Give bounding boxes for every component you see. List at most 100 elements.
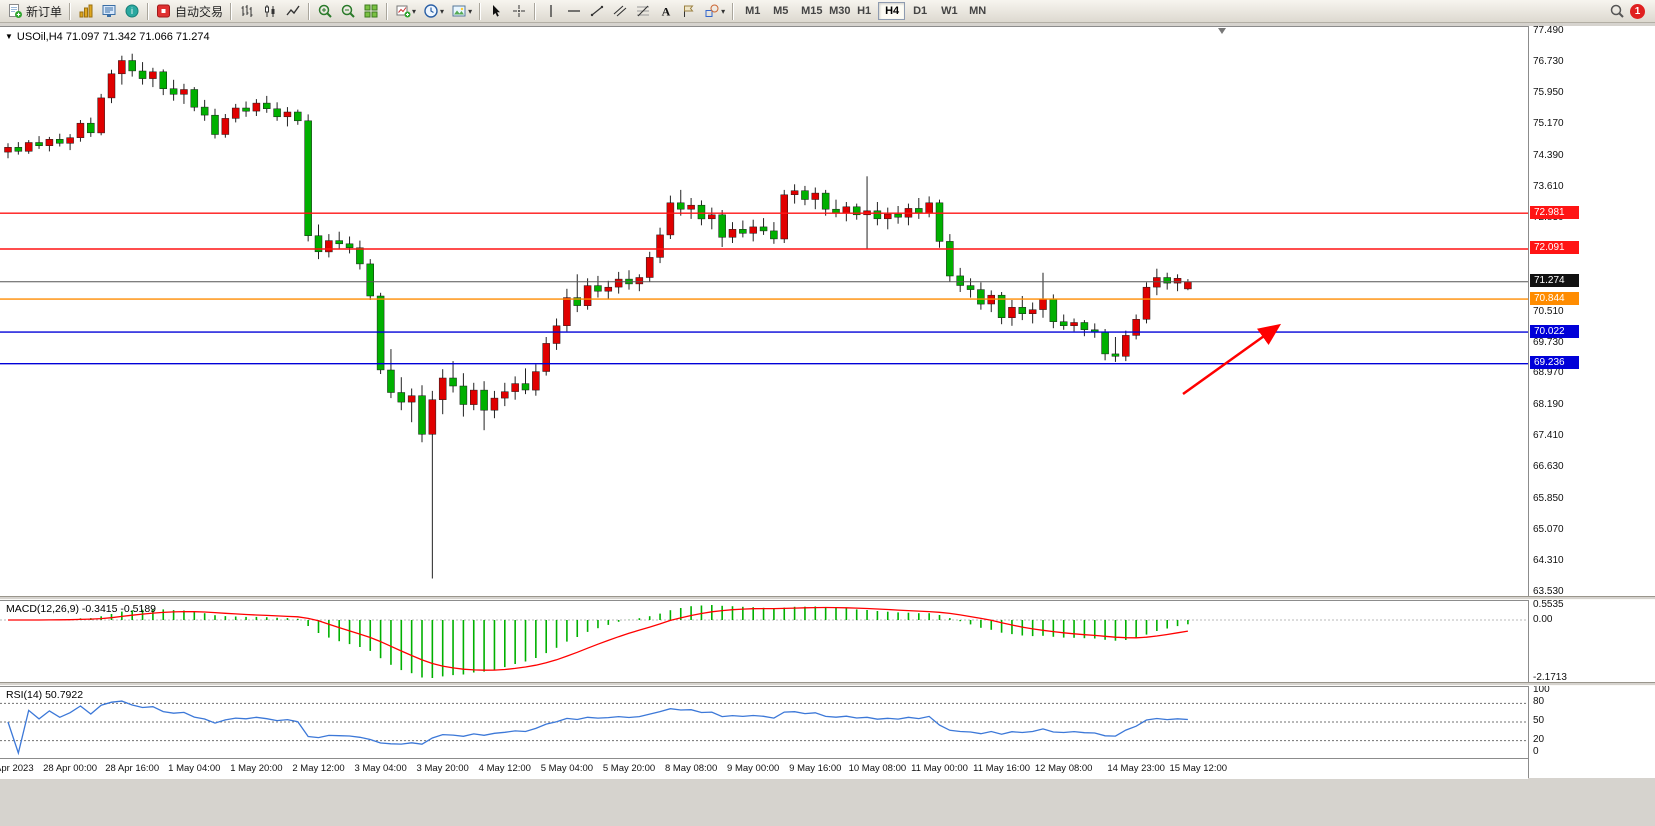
price-axis-tick: 75.170 [1533,118,1564,130]
data-window-button[interactable]: i [121,1,143,21]
toolbar-separator [386,2,389,20]
price-axis-tick: 73.610 [1533,180,1564,192]
line-chart-icon [285,3,301,19]
rsi-chart[interactable] [0,687,1528,758]
fibonacci-icon [635,3,651,19]
price-axis-tick: 64.310 [1533,554,1564,566]
candlestick-chart[interactable] [0,27,1528,597]
toolbar-group-drawing: A ▾ [540,1,728,21]
toolbar-group-windows: i [75,1,143,21]
market-watch-button[interactable] [98,1,120,21]
toolbar-group-timeframes: M1 M5 M15 M30 H1 H4 D1 W1 MN [738,2,989,20]
time-axis[interactable]: 27 Apr 2023 28 Apr 00:00 28 Apr 16:00 1 May… [0,758,1528,779]
rsi-panel[interactable]: RSI(14) 50.7922 [0,686,1528,758]
toolbar-group-cursor [485,1,530,21]
main-chart-panel[interactable]: ▼ USOil,H4 71.097 71.342 71.066 71.274 [0,26,1528,597]
timeframe-W1-button[interactable]: W1 [934,2,961,20]
timeframe-M5-button[interactable]: M5 [766,2,793,20]
panel-divider[interactable] [0,682,1655,686]
current-price-badge: 71.274 [1530,274,1579,288]
toolbar-separator [147,2,150,20]
cursor-button[interactable] [485,1,507,21]
level-price-badge: 69.236 [1530,356,1579,370]
timeframe-H4-button[interactable]: H4 [878,2,906,20]
fibonacci-button[interactable] [632,1,654,21]
zoom-in-button[interactable] [314,1,336,21]
macd-chart[interactable] [0,601,1528,683]
price-axis-tick: 75.950 [1533,86,1564,98]
channel-button[interactable] [609,1,631,21]
timeframe-M30-button[interactable]: M30 [822,2,850,20]
symbol-collapse-icon[interactable]: ▼ [5,32,13,41]
time-axis-label: 2 May 12:00 [292,763,345,774]
symbol-info: ▼ USOil,H4 71.097 71.342 71.066 71.274 [5,31,210,43]
price-axis-tick: 65.850 [1533,492,1564,504]
horizontal-line-button[interactable] [563,1,585,21]
price-axis-tick: 63.530 [1533,586,1564,597]
vertical-line-button[interactable] [540,1,562,21]
zoom-in-icon [317,3,333,19]
timeframe-D1-button[interactable]: D1 [906,2,933,20]
periods-button[interactable]: ▾ [420,1,447,21]
time-axis-label: 27 Apr 2023 [0,763,34,774]
tile-windows-button[interactable] [360,1,382,21]
rsi-label: RSI(14) 50.7922 [6,689,84,701]
bar-chart-button[interactable] [236,1,258,21]
time-axis-label: 28 Apr 00:00 [43,763,98,774]
timeframe-H1-button[interactable]: H1 [850,2,877,20]
text-button[interactable]: A [655,1,677,21]
time-axis-label: 12 May 08:00 [1034,763,1093,774]
macd-axis-tick: 0.5535 [1533,599,1564,610]
chart-profile-button[interactable] [75,1,97,21]
search-button[interactable] [1606,1,1628,21]
horizontal-line-icon [566,3,582,19]
macd-axis-tick: -2.1713 [1533,672,1567,683]
crosshair-button[interactable] [508,1,530,21]
new-order-button[interactable]: 新订单 [4,1,65,21]
toolbar-separator [230,2,233,20]
cursor-icon [488,3,504,19]
time-axis-label: 1 May 20:00 [230,763,283,774]
candlestick-button[interactable] [259,1,281,21]
price-axis-tick: 74.390 [1533,149,1564,161]
rsi-axis-tick: 20 [1533,733,1545,745]
chart-shift-marker [1218,28,1226,34]
price-axis-tick: 77.490 [1533,25,1564,36]
autotrade-button[interactable]: 自动交易 [153,1,226,21]
zoom-out-button[interactable] [337,1,359,21]
trend-arrow-annotation[interactable] [1182,323,1282,396]
panel-divider[interactable] [0,596,1655,600]
timeframe-M1-button[interactable]: M1 [738,2,765,20]
dropdown-caret-icon: ▾ [440,6,445,16]
trendline-button[interactable] [586,1,608,21]
price-axis-tick: 66.630 [1533,461,1564,473]
search-icon [1609,3,1625,19]
toolbar-separator [308,2,311,20]
price-axis-tick: 68.970 [1533,367,1564,379]
macd-axis-tick: 0.00 [1533,613,1553,625]
notification-badge[interactable]: 1 [1630,3,1645,19]
time-axis-label: 5 May 20:00 [602,763,656,774]
toolbar-group-zoom [314,1,382,21]
templates-button[interactable]: ▾ [448,1,475,21]
new-order-icon [7,3,23,19]
price-axis-tick: 69.730 [1533,336,1564,348]
zoom-out-icon [340,3,356,19]
timeframe-M15-button[interactable]: M15 [794,2,822,20]
timeframe-MN-button[interactable]: MN [962,2,989,20]
time-axis-label: 10 May 08:00 [848,763,907,774]
label-button[interactable] [678,1,700,21]
new-chart-button[interactable]: ▾ [392,1,419,21]
time-axis-label: 11 May 00:00 [911,763,968,774]
trendline-icon [589,3,605,19]
time-axis-label: 9 May 16:00 [789,763,842,774]
time-axis-label: 9 May 00:00 [727,763,780,774]
price-axis[interactable]: 77.49076.73075.95075.17074.39073.61072.8… [1528,25,1655,778]
line-chart-button[interactable] [282,1,304,21]
shapes-button[interactable]: ▾ [701,1,728,21]
price-axis-tick: 65.070 [1533,524,1564,536]
rsi-axis-tick: 0 [1533,746,1539,757]
tile-windows-icon [363,3,379,19]
macd-panel[interactable]: MACD(12,26,9) -0.3415 -0.5189 [0,600,1528,683]
label-icon [681,3,697,19]
